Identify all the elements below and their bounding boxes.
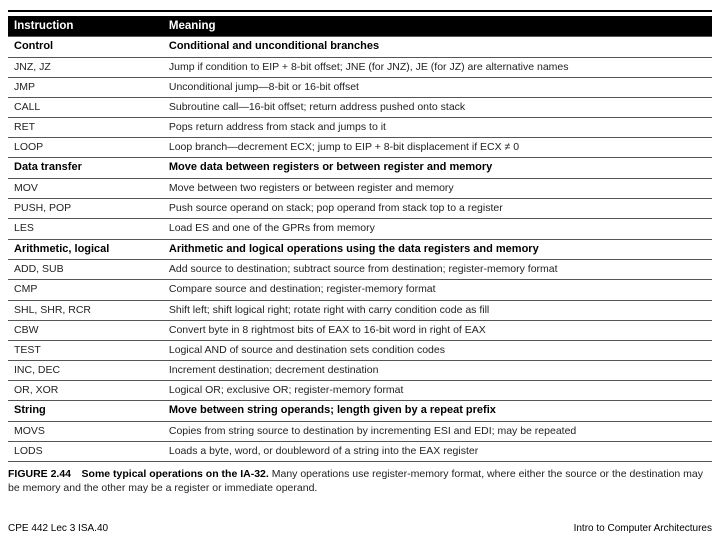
meaning-cell: Unconditional jump—8-bit or 16-bit offse… — [163, 77, 712, 97]
header-meaning: Meaning — [163, 16, 712, 37]
table-row: JMPUnconditional jump—8-bit or 16-bit of… — [8, 77, 712, 97]
section-meaning: Move data between registers or between r… — [163, 158, 712, 179]
instruction-cell: PUSH, POP — [8, 199, 163, 219]
table-row: CALLSubroutine call—16-bit offset; retur… — [8, 98, 712, 118]
table-row: MOVSCopies from string source to destina… — [8, 421, 712, 441]
table-row: LESLoad ES and one of the GPRs from memo… — [8, 219, 712, 239]
instruction-cell: CALL — [8, 98, 163, 118]
top-rule — [8, 10, 712, 12]
table-row: OR, XORLogical OR; exclusive OR; registe… — [8, 381, 712, 401]
instruction-cell: MOV — [8, 179, 163, 199]
meaning-cell: Loads a byte, word, or doubleword of a s… — [163, 442, 712, 462]
section-label: Arithmetic, logical — [8, 239, 163, 260]
meaning-cell: Logical AND of source and destination se… — [163, 340, 712, 360]
instruction-cell: JNZ, JZ — [8, 57, 163, 77]
meaning-cell: Loop branch—decrement ECX; jump to EIP +… — [163, 138, 712, 158]
instruction-table: Instruction Meaning ControlConditional a… — [8, 16, 712, 462]
footer-left: CPE 442 Lec 3 ISA.40 — [8, 523, 108, 534]
section-row: ControlConditional and unconditional bra… — [8, 37, 712, 58]
table-row: CMPCompare source and destination; regis… — [8, 280, 712, 300]
section-meaning: Move between string operands; length giv… — [163, 401, 712, 422]
meaning-cell: Increment destination; decrement destina… — [163, 360, 712, 380]
footer-right: Intro to Computer Architectures — [574, 523, 712, 534]
instruction-cell: SHL, SHR, RCR — [8, 300, 163, 320]
instruction-cell: JMP — [8, 77, 163, 97]
instruction-cell: TEST — [8, 340, 163, 360]
table-row: CBWConvert byte in 8 rightmost bits of E… — [8, 320, 712, 340]
table-row: INC, DECIncrement destination; decrement… — [8, 360, 712, 380]
instruction-cell: LES — [8, 219, 163, 239]
section-meaning: Arithmetic and logical operations using … — [163, 239, 712, 260]
table-row: PUSH, POPPush source operand on stack; p… — [8, 199, 712, 219]
meaning-cell: Pops return address from stack and jumps… — [163, 118, 712, 138]
section-label: Control — [8, 37, 163, 58]
section-row: StringMove between string operands; leng… — [8, 401, 712, 422]
section-row: Arithmetic, logicalArithmetic and logica… — [8, 239, 712, 260]
table-row: SHL, SHR, RCRShift left; shift logical r… — [8, 300, 712, 320]
instruction-cell: CMP — [8, 280, 163, 300]
table-row: RETPops return address from stack and ju… — [8, 118, 712, 138]
table-row: LOOPLoop branch—decrement ECX; jump to E… — [8, 138, 712, 158]
page-footer: CPE 442 Lec 3 ISA.40 Intro to Computer A… — [8, 523, 712, 534]
instruction-cell: ADD, SUB — [8, 260, 163, 280]
section-label: String — [8, 401, 163, 422]
instruction-cell: OR, XOR — [8, 381, 163, 401]
table-row: JNZ, JZJump if condition to EIP + 8-bit … — [8, 57, 712, 77]
meaning-cell: Subroutine call—16-bit offset; return ad… — [163, 98, 712, 118]
section-row: Data transferMove data between registers… — [8, 158, 712, 179]
meaning-cell: Shift left; shift logical right; rotate … — [163, 300, 712, 320]
instruction-cell: MOVS — [8, 421, 163, 441]
table-header-row: Instruction Meaning — [8, 16, 712, 37]
meaning-cell: Copies from string source to destination… — [163, 421, 712, 441]
page-content: Instruction Meaning ControlConditional a… — [0, 0, 720, 495]
instruction-cell: INC, DEC — [8, 360, 163, 380]
table-row: TESTLogical AND of source and destinatio… — [8, 340, 712, 360]
caption-bold: FIGURE 2.44 Some typical operations on t… — [8, 468, 269, 480]
meaning-cell: Compare source and destination; register… — [163, 280, 712, 300]
meaning-cell: Load ES and one of the GPRs from memory — [163, 219, 712, 239]
meaning-cell: Push source operand on stack; pop operan… — [163, 199, 712, 219]
instruction-cell: RET — [8, 118, 163, 138]
instruction-cell: CBW — [8, 320, 163, 340]
meaning-cell: Add source to destination; subtract sour… — [163, 260, 712, 280]
table-row: ADD, SUBAdd source to destination; subtr… — [8, 260, 712, 280]
meaning-cell: Logical OR; exclusive OR; register-memor… — [163, 381, 712, 401]
instruction-cell: LOOP — [8, 138, 163, 158]
header-instruction: Instruction — [8, 16, 163, 37]
figure-caption: FIGURE 2.44 Some typical operations on t… — [8, 468, 712, 495]
section-meaning: Conditional and unconditional branches — [163, 37, 712, 58]
table-row: LODSLoads a byte, word, or doubleword of… — [8, 442, 712, 462]
meaning-cell: Move between two registers or between re… — [163, 179, 712, 199]
instruction-cell: LODS — [8, 442, 163, 462]
table-body: ControlConditional and unconditional bra… — [8, 37, 712, 462]
meaning-cell: Jump if condition to EIP + 8-bit offset;… — [163, 57, 712, 77]
table-row: MOVMove between two registers or between… — [8, 179, 712, 199]
meaning-cell: Convert byte in 8 rightmost bits of EAX … — [163, 320, 712, 340]
section-label: Data transfer — [8, 158, 163, 179]
